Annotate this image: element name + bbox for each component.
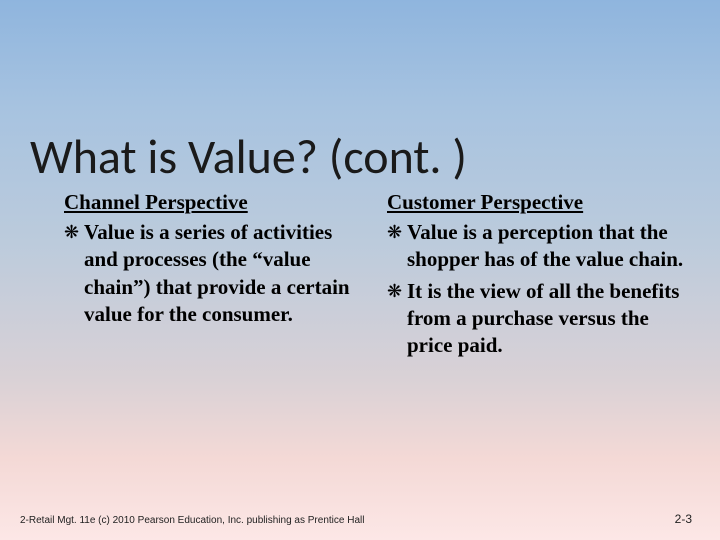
bullet-icon: ❋ [64, 219, 84, 245]
slide-title: What is Value? (cont. ) [30, 127, 467, 186]
bullet-item: ❋ Value is a perception that the shopper… [387, 219, 690, 274]
column-left: Channel Perspective ❋ Value is a series … [64, 190, 367, 363]
footer-right: 2-3 [675, 512, 692, 526]
bullet-item: ❋ Value is a series of activities and pr… [64, 219, 367, 328]
footer-left: 2-Retail Mgt. 11e (c) 2010 Pearson Educa… [20, 515, 364, 526]
bullet-icon: ❋ [387, 219, 407, 245]
content-columns: Channel Perspective ❋ Value is a series … [64, 190, 690, 363]
column-heading: Channel Perspective [64, 190, 367, 215]
bullet-text: Value is a perception that the shopper h… [407, 219, 690, 274]
bullet-text: Value is a series of activities and proc… [84, 219, 367, 328]
bullet-item: ❋ It is the view of all the benefits fro… [387, 278, 690, 360]
slide: What is Value? (cont. ) Channel Perspect… [0, 0, 720, 540]
column-heading: Customer Perspective [387, 190, 690, 215]
bullet-text: It is the view of all the benefits from … [407, 278, 690, 360]
column-right: Customer Perspective ❋ Value is a percep… [387, 190, 690, 363]
bullet-icon: ❋ [387, 278, 407, 304]
